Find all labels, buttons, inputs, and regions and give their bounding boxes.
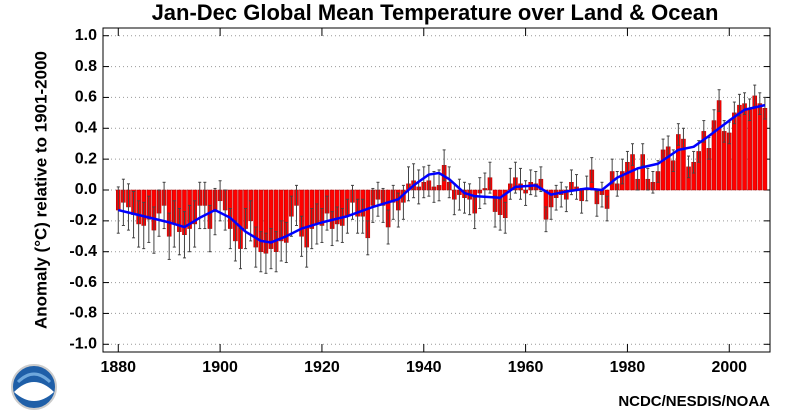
x-tick-label: 1900 xyxy=(202,359,238,376)
bar xyxy=(747,109,752,191)
bar xyxy=(762,107,768,191)
bar xyxy=(742,103,747,191)
bar xyxy=(752,95,758,191)
y-tick-label: 0.4 xyxy=(75,120,97,137)
chart-title: Jan-Dec Global Mean Temperature over Lan… xyxy=(152,0,719,25)
y-tick-label: 0.6 xyxy=(75,89,97,106)
x-tick-label: 1960 xyxy=(508,359,544,376)
source: NCDC/NESDIS/NOAA xyxy=(618,393,770,410)
x-tick-label: 1920 xyxy=(304,359,340,376)
bar xyxy=(732,112,737,191)
y-axis-label: Anomaly (°C) relative to 1901-2000 xyxy=(31,51,50,329)
x-tick-label: 1980 xyxy=(610,359,646,376)
y-tick-label: -0.4 xyxy=(69,243,97,260)
y-tick-label: -1.0 xyxy=(69,336,97,353)
y-tick-label: -0.2 xyxy=(69,212,97,229)
y-tick-label: 0.2 xyxy=(75,150,97,167)
plot-frame xyxy=(102,27,771,353)
noaa-logo xyxy=(11,364,57,410)
y-tick-label: -0.6 xyxy=(69,274,97,291)
y-tick-label: -0.8 xyxy=(69,305,97,322)
y-tick-label: 0.8 xyxy=(75,58,97,75)
x-tick-label: 1880 xyxy=(100,359,136,376)
y-tick-label: 0.0 xyxy=(75,181,97,198)
smooth-line xyxy=(117,103,766,244)
bar xyxy=(757,103,763,191)
bar xyxy=(737,104,742,191)
bar xyxy=(716,100,722,191)
x-tick-label: 2000 xyxy=(711,359,747,376)
x-tick-label: 1940 xyxy=(406,359,442,376)
y-tick-label: 1.0 xyxy=(75,27,97,44)
